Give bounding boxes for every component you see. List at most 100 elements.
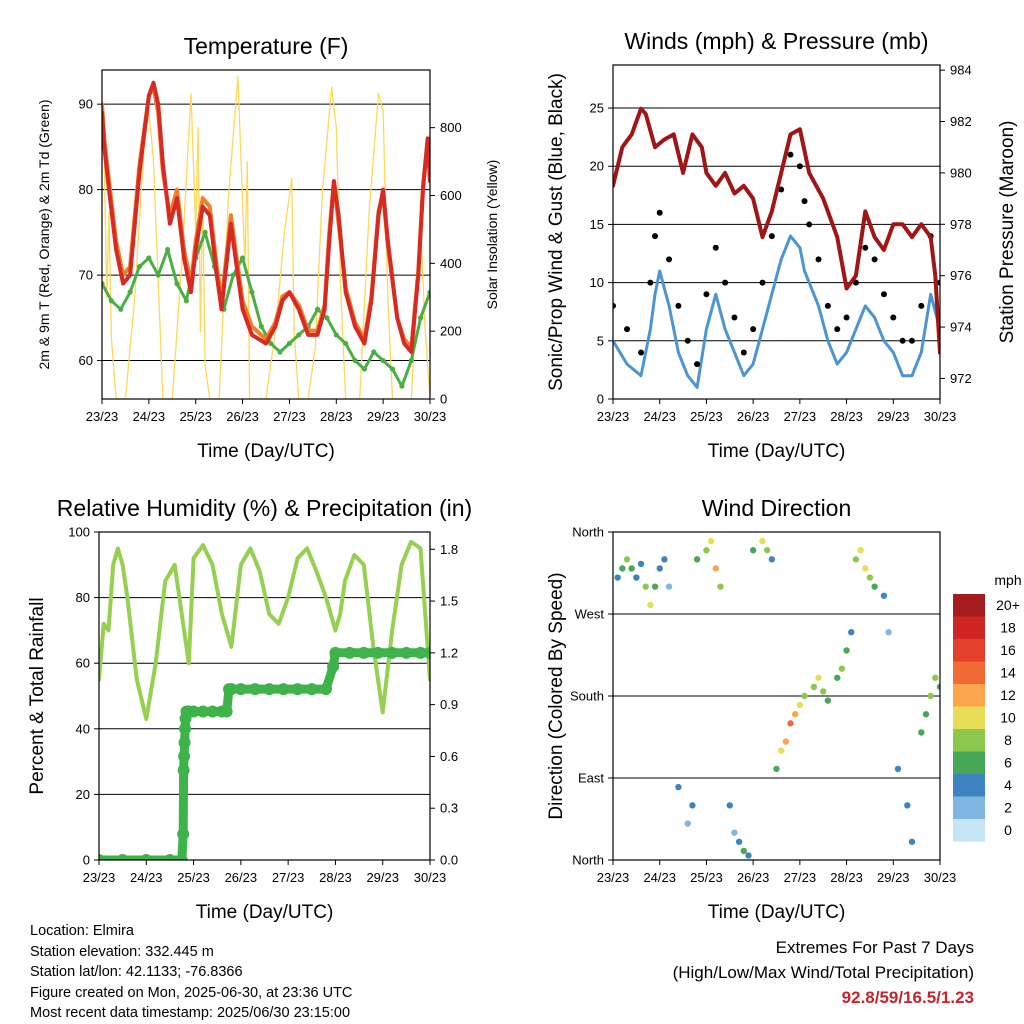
solar-line <box>102 76 430 399</box>
precip-point <box>319 683 332 696</box>
precip-point <box>178 750 191 763</box>
extremes-title: Extremes For Past 7 Days <box>775 938 974 957</box>
y2-tick-label: 980 <box>950 165 972 180</box>
direction-point <box>740 847 747 855</box>
direction-point <box>619 565 626 572</box>
extremes-values: 92.8/59/16.5/1.23 <box>841 988 974 1007</box>
y-axis-label: Sonic/Prop Wind & Gust (Blue, Black) <box>546 73 567 391</box>
gust-point <box>918 302 925 309</box>
y-axis-label: Direction (Colored By Speed) <box>546 572 567 819</box>
x-tick-label: 29/23 <box>366 870 399 885</box>
y-tick-label: 100 <box>68 525 90 540</box>
x-tick-label: 25/23 <box>177 870 210 885</box>
x-axis-label: Time (Day/UTC) <box>196 902 334 923</box>
precip-point <box>414 646 427 659</box>
y-tick-label: West <box>575 607 605 622</box>
humidity-line <box>99 539 430 721</box>
legend-swatch <box>953 616 985 639</box>
gust-point <box>712 244 719 251</box>
gust-point <box>666 256 673 263</box>
precip-point <box>187 705 200 718</box>
direction-point <box>894 765 902 773</box>
gust-point <box>768 233 775 240</box>
gust-point <box>703 291 710 298</box>
y-tick-label: 20 <box>76 787 90 802</box>
dewpoint-point <box>380 357 386 364</box>
x-tick-label: 23/23 <box>597 870 630 885</box>
direction-point <box>763 547 771 554</box>
gust-point <box>624 326 631 333</box>
direction-point <box>647 601 654 609</box>
y2-tick-label: 972 <box>950 371 972 386</box>
precip-point <box>225 683 238 696</box>
wind_direction-plot: North East South West North 23/23 24/23 25/23 26… <box>546 495 956 923</box>
y-tick-label: 60 <box>79 353 93 368</box>
precip-point <box>371 646 384 659</box>
direction-point <box>885 629 892 636</box>
direction-point <box>820 688 827 695</box>
y2-tick-label: 400 <box>440 256 462 271</box>
dewpoint-point <box>202 229 208 235</box>
y2-tick-label: 978 <box>950 217 972 232</box>
precip-point <box>343 646 356 659</box>
y2-tick-label: 0.9 <box>440 697 458 712</box>
direction-point <box>866 574 874 581</box>
y-tick-label: 40 <box>76 721 90 736</box>
x-axis-label: Time (Day/UTC) <box>708 902 846 923</box>
direction-point <box>689 802 696 809</box>
gust-point <box>778 186 785 193</box>
dewpoint-point <box>371 349 377 355</box>
gust-point <box>694 361 701 368</box>
winds-plot: 0 5 10 15 20 25 972 974 976 978 980 982 984 23/23 24/2… <box>546 28 1018 462</box>
x-tick-label: 30/23 <box>924 409 957 424</box>
wind-line <box>613 234 940 389</box>
x-tick-label: 23/23 <box>597 409 630 424</box>
x-tick-label: 26/23 <box>737 870 770 885</box>
precip-point <box>249 683 262 696</box>
x-tick-label: 26/23 <box>226 409 259 424</box>
x-tick-label: 27/23 <box>784 870 817 885</box>
direction-point <box>834 674 841 681</box>
wind_direction-marks <box>614 537 940 859</box>
y2-tick-label: 800 <box>440 120 462 135</box>
direction-point <box>703 547 710 554</box>
gust-point <box>871 256 878 263</box>
direction-point <box>633 574 640 581</box>
y-tick-label: 0 <box>83 853 90 868</box>
direction-point <box>712 565 719 572</box>
direction-point <box>735 838 743 845</box>
x-tick-label: 26/23 <box>737 409 770 424</box>
dewpoint-point <box>343 340 349 347</box>
speed-legend: mph 20+ 18 16 14 12 10 8 6 4 2 0 <box>953 572 1022 842</box>
pressure-line <box>613 106 940 355</box>
direction-point <box>665 583 673 590</box>
extremes-box: Extremes For Past 7 Days (High/Low/Max W… <box>673 935 974 1010</box>
direction-point <box>642 583 649 590</box>
precip-point <box>206 705 219 718</box>
direction-point <box>628 565 635 572</box>
y2-tick-label: 0 <box>440 392 447 407</box>
dewpoint-point <box>324 315 330 321</box>
direction-point <box>918 729 925 736</box>
y-tick-label: North <box>572 525 604 540</box>
direction-point <box>717 583 724 590</box>
dewpoint-point <box>352 357 358 364</box>
x-tick-label: 29/23 <box>877 870 910 885</box>
precip-point <box>163 854 176 860</box>
x-tick-label: 23/23 <box>86 409 119 424</box>
direction-point <box>661 556 668 563</box>
gust-point <box>806 221 813 228</box>
direction-point <box>787 720 794 727</box>
precip-point <box>329 646 342 659</box>
precip-point <box>177 828 190 841</box>
gust-point <box>880 291 887 298</box>
y-tick-label: North <box>572 853 604 868</box>
precip-point <box>400 646 413 659</box>
dewpoint-point <box>296 332 302 338</box>
y-tick-label: 20 <box>590 159 604 174</box>
y-tick-label: 15 <box>590 217 604 232</box>
y2-tick-label: 0.0 <box>440 853 458 868</box>
legend-swatch <box>953 684 985 707</box>
direction-point <box>801 692 808 700</box>
